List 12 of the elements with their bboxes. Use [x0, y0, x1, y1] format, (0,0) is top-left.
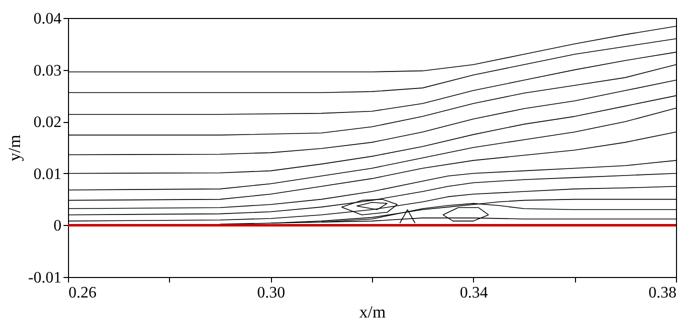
x-axis-title: x/m [359, 302, 386, 322]
x-tick-label: 0.38 [648, 284, 676, 302]
y-tick-label: -0.01 [28, 270, 62, 286]
x-tick-label: 0.34 [460, 284, 488, 302]
y-tick-label: 0.03 [34, 62, 62, 80]
y-axis-title: y/m [5, 134, 24, 162]
y-tick-label: 0.04 [34, 10, 62, 28]
y-tick-label: 0.02 [34, 114, 62, 132]
x-tick-label: 0.26 [68, 284, 96, 302]
y-tick-label: 0 [54, 218, 62, 235]
y-tick-label: 0.01 [34, 166, 62, 183]
x-tick-label: 0.30 [257, 284, 286, 302]
